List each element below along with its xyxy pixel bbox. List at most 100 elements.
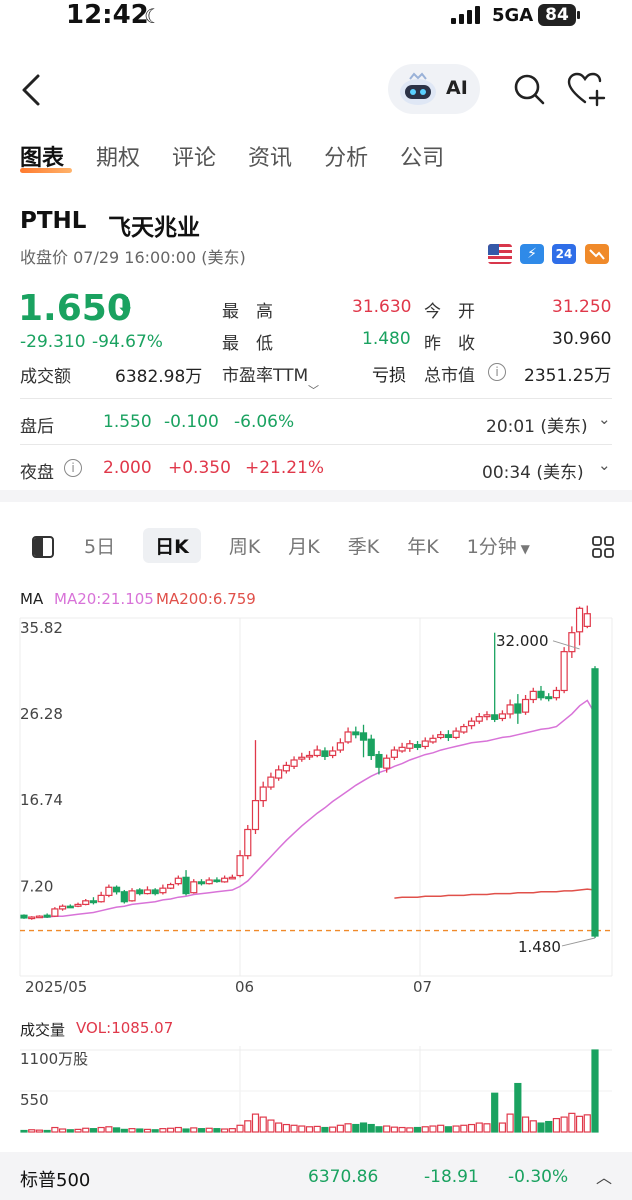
volume-bar — [390, 1126, 398, 1133]
candle — [120, 889, 128, 904]
period-monthly[interactable]: 月K — [288, 536, 320, 558]
period-quarterly[interactable]: 季K — [347, 536, 380, 558]
max-label-leader — [552, 640, 580, 650]
volume-bar — [182, 1128, 190, 1133]
back-button[interactable] — [18, 72, 48, 108]
period-5d[interactable]: 5日 — [84, 536, 116, 558]
candle-body — [282, 764, 290, 772]
price-chart[interactable]: 35.82 26.28 16.74 7.20 2025/05 06 07 32.000 1.48… — [0, 600, 632, 1010]
candle — [159, 884, 167, 895]
candle — [305, 750, 314, 760]
candle-body — [452, 730, 460, 739]
price-change: -29.310 — [20, 332, 86, 352]
candle-body — [275, 769, 283, 779]
battery-cap — [577, 11, 580, 19]
candle — [560, 647, 568, 694]
candle — [51, 907, 59, 918]
night-session-row[interactable]: 夜盘 i 2.000 +0.350 +21.21% 00:34 (美东) ⌄ — [0, 446, 632, 488]
candle — [506, 699, 514, 719]
candle-body — [336, 742, 344, 751]
tab-news[interactable]: 资讯 — [248, 146, 293, 171]
grid-menu-icon[interactable] — [592, 536, 614, 558]
candle-body — [89, 900, 98, 904]
expand-chevron-icon[interactable]: ﹀ — [308, 384, 319, 397]
after-hours-row[interactable]: 盘后 1.550 -0.100 -6.06% 20:01 (美东) ⌄ — [0, 400, 632, 444]
candle — [575, 606, 584, 646]
tab-company[interactable]: 公司 — [400, 146, 445, 171]
volume-bar — [190, 1127, 198, 1133]
volume-bar — [352, 1123, 360, 1133]
candle-body — [51, 908, 59, 917]
volume-tick-label: 550 — [20, 1091, 49, 1109]
index-ticker-bar[interactable]: 标普500 6370.86 -18.91 -0.30% ︿ — [0, 1152, 632, 1200]
candle — [28, 916, 36, 920]
candle-body — [105, 886, 113, 896]
volume-bar — [437, 1124, 445, 1133]
candle-body — [313, 749, 321, 757]
volume-bar — [452, 1125, 460, 1133]
candle-body — [66, 905, 74, 909]
tab-comments[interactable]: 评论 — [172, 146, 217, 171]
period-daily[interactable]: 日K — [143, 528, 201, 563]
candle-body — [305, 754, 314, 758]
candle-body — [236, 855, 244, 877]
candle — [89, 897, 98, 905]
candle-body — [35, 915, 44, 919]
period-yearly[interactable]: 年K — [407, 536, 439, 558]
high-label: 最 高 — [222, 302, 273, 322]
tab-chart[interactable]: 图表 — [20, 146, 65, 171]
info-icon[interactable]: i — [488, 363, 506, 381]
candle — [244, 824, 252, 860]
volume-bar — [213, 1128, 221, 1133]
period-tabs: 5日 日K 周K 月K 季K 年K 1分钟 ▼ — [84, 528, 530, 563]
period-1min[interactable]: 1分钟 ▼ — [466, 536, 530, 558]
tab-analysis[interactable]: 分析 — [324, 146, 369, 171]
chevron-up-icon[interactable]: ︿ — [596, 1168, 613, 1187]
volume-bar — [58, 1128, 67, 1133]
volume-bar — [591, 1049, 599, 1133]
volume-bar — [529, 1120, 537, 1133]
tab-options[interactable]: 期权 — [96, 146, 141, 171]
chevron-down-icon: ⌄ — [598, 456, 611, 474]
candle-body — [375, 753, 383, 768]
pe-label[interactable]: 市盈率TTM — [222, 366, 309, 386]
status-time: 12:42 — [66, 0, 149, 30]
candle — [568, 626, 576, 658]
info-icon[interactable]: i — [64, 459, 82, 477]
ai-assistant-button[interactable]: AI — [388, 64, 480, 114]
candle — [498, 710, 507, 722]
volume-value: VOL:1085.07 — [76, 1019, 174, 1037]
candle — [398, 742, 406, 753]
candle-body — [136, 889, 144, 895]
candle-body — [475, 716, 483, 722]
network-type: 5GA — [492, 5, 534, 26]
candle — [406, 740, 414, 752]
candle-body — [28, 916, 36, 920]
lightning-badge-icon: ⚡ — [520, 244, 544, 264]
volume-bar — [313, 1125, 321, 1133]
candle-body — [167, 883, 175, 889]
period-weekly[interactable]: 周K — [228, 536, 261, 558]
candle-body — [20, 914, 28, 919]
price-change-pct: -94.67% — [92, 332, 163, 352]
candle-body — [429, 737, 437, 743]
candle — [475, 713, 483, 724]
search-button[interactable] — [512, 72, 546, 106]
candle-body — [521, 698, 530, 713]
status-bar: 12:42 ☾ 5GA 84 — [0, 0, 632, 34]
pe-value: 亏损 — [372, 366, 406, 386]
volume-bar — [28, 1129, 36, 1133]
candle-body — [251, 800, 260, 831]
candle — [537, 685, 545, 701]
layout-toggle-icon[interactable] — [32, 536, 54, 558]
volume-bar — [560, 1116, 568, 1133]
add-watchlist-button[interactable] — [566, 70, 608, 108]
back-icon — [22, 74, 40, 106]
candle-body — [367, 738, 375, 757]
volume-label: 成交量 — [20, 1021, 66, 1039]
night-session-price: 2.000 — [103, 458, 152, 478]
candle-body — [43, 914, 51, 918]
candle — [105, 884, 113, 898]
volume-bar — [375, 1126, 383, 1133]
volume-bar — [406, 1127, 414, 1133]
